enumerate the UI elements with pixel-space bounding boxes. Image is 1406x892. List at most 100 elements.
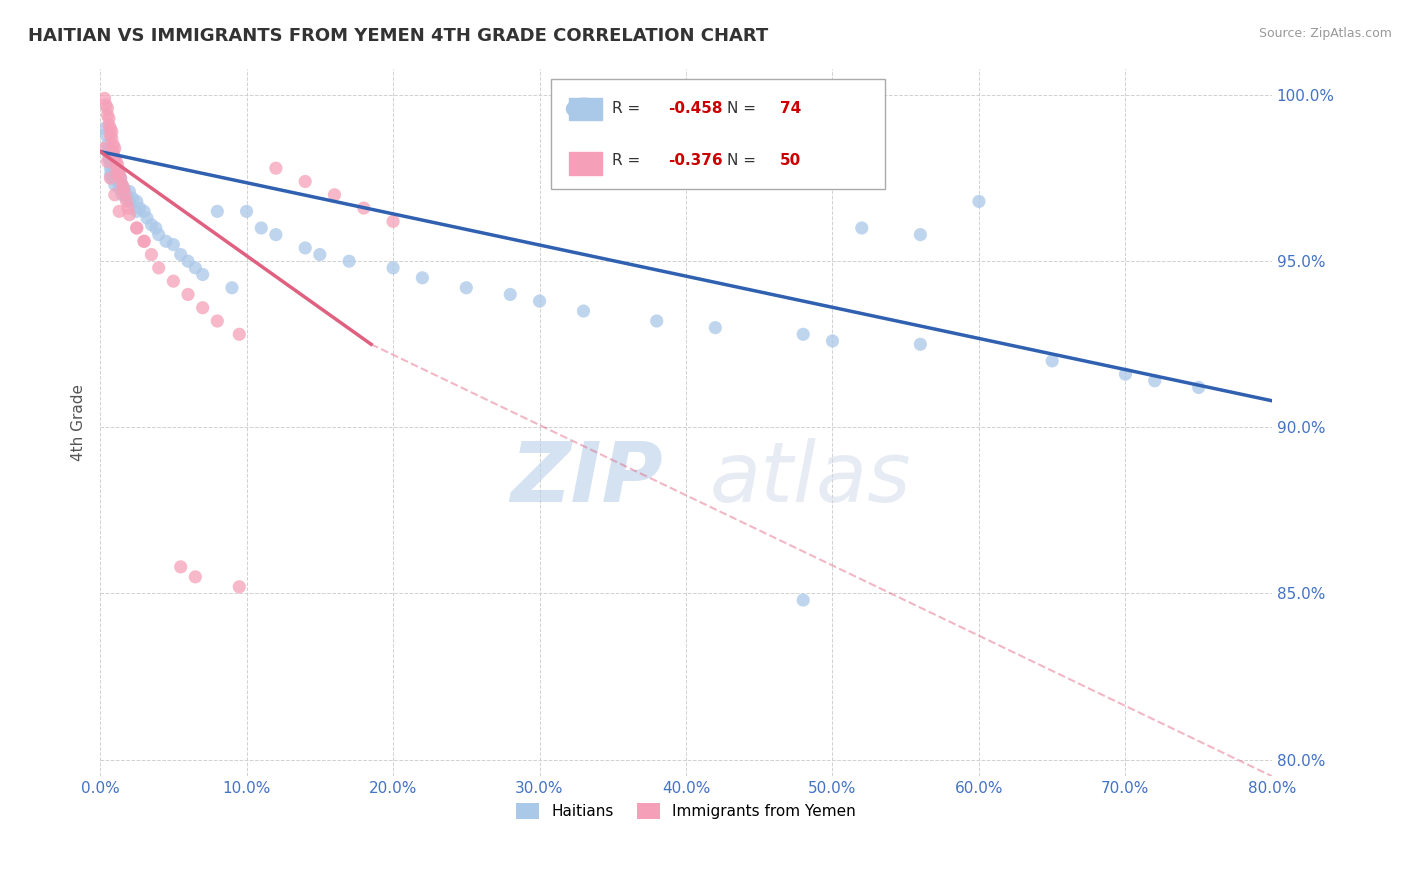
Point xyxy=(117,201,139,215)
Point xyxy=(382,214,405,228)
Point xyxy=(191,268,214,282)
Point xyxy=(93,121,115,136)
Point xyxy=(107,158,129,172)
Point xyxy=(97,118,120,132)
Point xyxy=(101,158,124,172)
Point xyxy=(967,194,990,209)
Text: HAITIAN VS IMMIGRANTS FROM YEMEN 4TH GRADE CORRELATION CHART: HAITIAN VS IMMIGRANTS FROM YEMEN 4TH GRA… xyxy=(28,27,768,45)
Point xyxy=(118,194,141,209)
Point xyxy=(141,247,163,261)
Point xyxy=(93,91,115,105)
Text: -0.458: -0.458 xyxy=(668,102,723,116)
Point xyxy=(235,204,257,219)
Point xyxy=(572,304,595,318)
Point xyxy=(456,281,478,295)
Point xyxy=(177,254,200,268)
Point xyxy=(105,161,128,176)
Point xyxy=(125,221,148,235)
Point xyxy=(145,221,167,235)
Point xyxy=(97,141,120,155)
Point xyxy=(228,327,250,342)
Point xyxy=(108,204,131,219)
Point xyxy=(323,187,346,202)
Point xyxy=(148,227,170,242)
Point xyxy=(792,327,814,342)
Point xyxy=(148,260,170,275)
Point xyxy=(1143,374,1166,388)
FancyBboxPatch shape xyxy=(551,79,886,189)
Point xyxy=(132,204,155,219)
Point xyxy=(103,148,125,162)
Point xyxy=(107,168,129,182)
Point xyxy=(110,171,132,186)
Text: N =: N = xyxy=(727,102,761,116)
Point xyxy=(645,314,668,328)
Point xyxy=(104,178,127,192)
Point xyxy=(115,191,138,205)
Point xyxy=(108,168,131,182)
Point xyxy=(207,314,229,328)
Point xyxy=(1114,367,1136,381)
Point xyxy=(105,171,128,186)
Point xyxy=(264,161,287,176)
Point xyxy=(162,237,184,252)
Point xyxy=(96,154,118,169)
Point xyxy=(294,241,316,255)
Point xyxy=(110,171,132,186)
Bar xyxy=(569,152,602,175)
Point xyxy=(125,221,148,235)
Point xyxy=(111,178,134,192)
Text: R =: R = xyxy=(612,153,645,168)
Point xyxy=(97,112,120,126)
Point xyxy=(184,570,207,584)
Point xyxy=(105,161,128,176)
Point xyxy=(529,294,551,309)
Text: 74: 74 xyxy=(780,102,801,116)
Point xyxy=(112,181,135,195)
Point xyxy=(207,204,229,219)
Point xyxy=(411,270,433,285)
Point xyxy=(103,137,125,152)
Point xyxy=(184,260,207,275)
Point xyxy=(94,98,117,112)
Point xyxy=(162,274,184,288)
Point xyxy=(337,254,360,268)
Point xyxy=(910,227,932,242)
Point xyxy=(221,281,243,295)
Point xyxy=(115,194,138,209)
Point xyxy=(96,137,118,152)
Point xyxy=(264,227,287,242)
Point xyxy=(101,171,124,186)
Point xyxy=(250,221,273,235)
Point xyxy=(177,287,200,301)
Point xyxy=(170,247,193,261)
Point xyxy=(100,128,122,142)
Point xyxy=(104,151,127,165)
Point xyxy=(101,131,124,145)
Point xyxy=(910,337,932,351)
Point xyxy=(132,234,155,248)
Point xyxy=(104,141,127,155)
Bar xyxy=(569,97,602,120)
Circle shape xyxy=(567,98,602,120)
Point xyxy=(141,218,163,232)
Point xyxy=(104,151,127,165)
Point xyxy=(97,151,120,165)
Point xyxy=(104,168,127,182)
Point xyxy=(108,164,131,178)
Point xyxy=(121,191,143,205)
Point xyxy=(1040,354,1063,368)
Point xyxy=(112,181,135,195)
Point xyxy=(103,145,125,159)
Point xyxy=(125,204,148,219)
Text: 50: 50 xyxy=(780,153,801,168)
Point xyxy=(105,154,128,169)
Point xyxy=(228,580,250,594)
Point xyxy=(499,287,522,301)
Legend: Haitians, Immigrants from Yemen: Haitians, Immigrants from Yemen xyxy=(510,797,862,825)
Point xyxy=(1188,380,1211,394)
Point xyxy=(96,102,118,116)
Point xyxy=(111,187,134,202)
Point xyxy=(821,334,844,348)
Point xyxy=(96,108,118,122)
